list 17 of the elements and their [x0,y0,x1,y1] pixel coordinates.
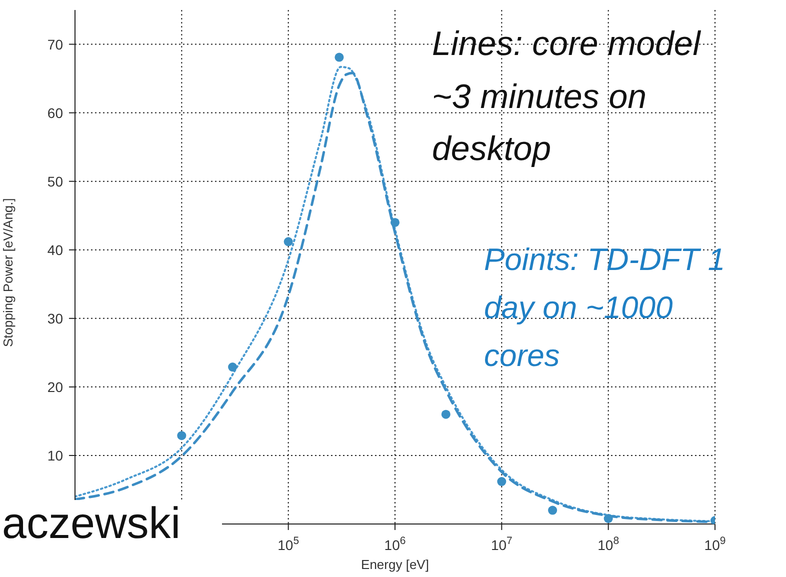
x-tick-label: 10$^{8}$ [598,535,620,553]
x-axis-title: Energy [eV] [361,557,429,572]
y-tick-label: 50 [47,173,64,190]
y-tick-label: 10 [47,447,64,464]
annotation: Points: TD-DFT 1 day on ~1000 cores [484,241,726,376]
y-tick-label: 20 [47,378,64,395]
x-tick-label: 10$^{7}$ [490,535,513,553]
y-tick-label: 40 [47,242,64,258]
y-tick-label: 70 [47,36,64,52]
y-tick-label: 60 [47,104,64,121]
x-tick-label: 10$^{9}$ [704,535,726,553]
annotation: Lines: core model ~3 minutes on desktop [432,24,702,170]
y-axis-title: Stopping Power [eV/Ang.] [0,198,16,347]
y-tick-label: 30 [47,310,64,326]
x-tick-label: 10$^{5}$ [278,535,300,553]
x-tick-label: 10$^{6}$ [384,535,406,553]
annotation: aczewski [2,499,222,548]
